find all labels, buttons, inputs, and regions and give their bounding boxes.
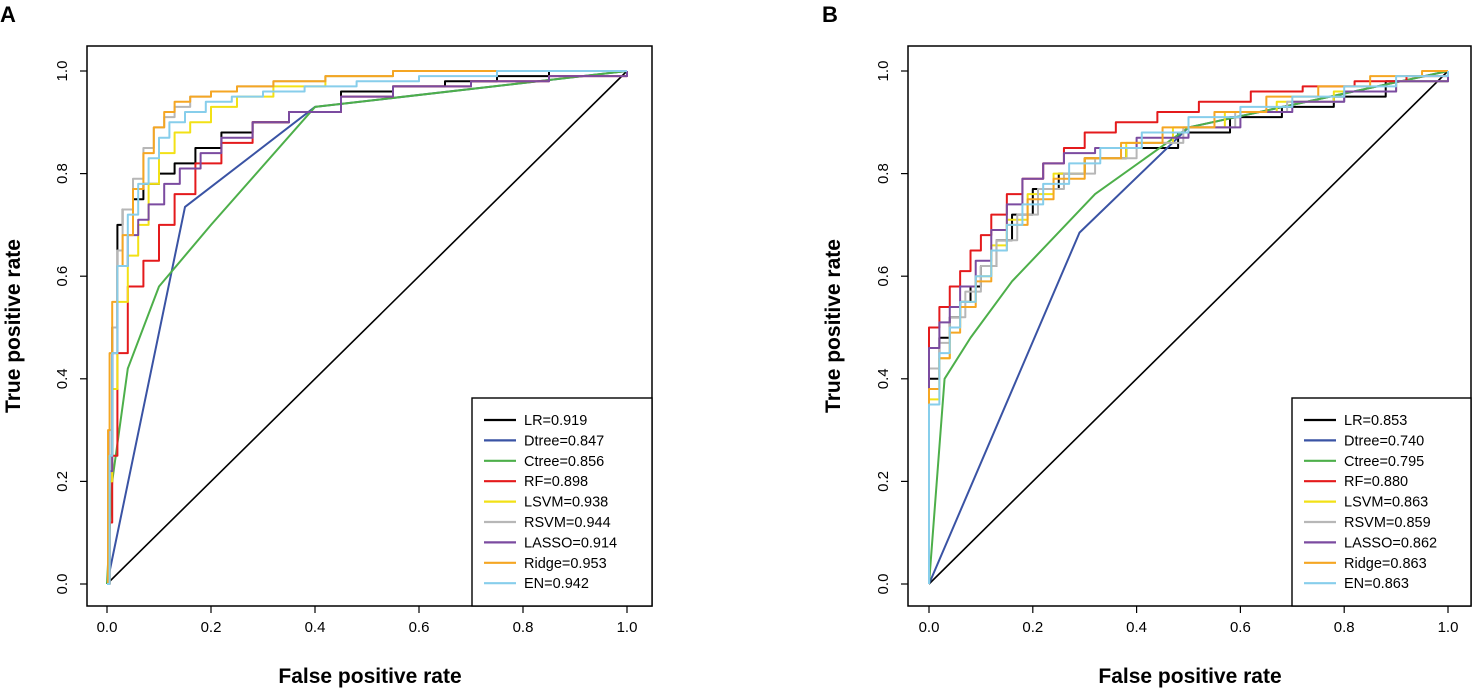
panel-a-series-en <box>107 70 627 585</box>
panel-a-series-ridge <box>107 70 627 585</box>
panel-a-ytick-label: 0.4 <box>54 368 71 389</box>
panel-a-ytick-label: 0.6 <box>54 266 71 287</box>
panel-b-ytick-label: 0.4 <box>875 368 892 389</box>
panel-b-legend: LR=0.853 Dtree=0.740 Ctree=0.795 RF=0.880 LS… <box>1291 397 1472 607</box>
panel-a: A 0.0 0.2 0.4 0.6 0.8 1.0 0.0 0.2 0.4 0.6 0.8 1.0 L… <box>0 2 653 688</box>
panel-b-xtick-label: 0.0 <box>919 619 940 636</box>
panel-b-legend-label-ctree: Ctree=0.795 <box>1344 454 1424 470</box>
panel-a-ticks: 0.0 0.2 0.4 0.6 0.8 1.0 0.0 0.2 0.4 0.6 0.8 1.0 <box>54 61 637 636</box>
panel-b-series-lasso <box>928 71 1449 584</box>
panel-b-ytick-label: 0.2 <box>875 471 892 492</box>
panel-b-legend-label-lr: LR=0.853 <box>1344 413 1407 429</box>
panel-a-letter: A <box>0 2 16 27</box>
panel-a-xtick-label: 0.8 <box>513 619 534 636</box>
panel-a-legend: LR=0.919 Dtree=0.847 Ctree=0.856 RF=0.898 LS… <box>471 397 653 607</box>
panel-a-ylabel: True positive rate <box>2 239 25 413</box>
panel-a-xtick-label: 0.2 <box>201 619 222 636</box>
panel-b-legend-label-lasso: LASSO=0.862 <box>1344 535 1437 551</box>
panel-b-legend-label-lsvm: LSVM=0.863 <box>1344 495 1428 511</box>
panel-b-ylabel: True positive rate <box>822 239 845 413</box>
panel-b-xlabel: False positive rate <box>1098 665 1281 688</box>
panel-a-legend-label-ctree: Ctree=0.856 <box>524 454 604 470</box>
panel-b-legend-label-rf: RF=0.880 <box>1344 474 1408 490</box>
panel-b-series-en <box>928 71 1449 584</box>
panel-b-xtick-label: 0.8 <box>1334 619 1355 636</box>
panel-a-series <box>106 70 628 585</box>
panel-a-legend-label-dtree: Dtree=0.847 <box>524 433 604 449</box>
panel-a-ytick-label: 0.2 <box>54 471 71 492</box>
panel-b: B 0.0 0.2 0.4 0.6 0.8 1.0 0.0 0.2 0.4 0.6 0.8 1.0 L… <box>822 2 1472 688</box>
panel-a-xtick-label: 0.4 <box>305 619 326 636</box>
panel-b-ytick-label: 0.0 <box>875 574 892 595</box>
panel-b-series-ridge <box>928 70 1448 584</box>
panel-a-xlabel: False positive rate <box>278 665 461 688</box>
panel-a-xtick-label: 0.0 <box>97 619 118 636</box>
panel-a-ytick-label: 0.0 <box>54 574 71 595</box>
panel-b-xtick-label: 0.2 <box>1022 619 1043 636</box>
panel-a-diagonal <box>106 70 628 585</box>
panel-b-diagonal <box>928 70 1449 585</box>
panel-b-xtick-label: 1.0 <box>1438 619 1459 636</box>
panel-b-legend-label-rsvm: RSVM=0.859 <box>1344 515 1431 531</box>
panel-b-legend-label-dtree: Dtree=0.740 <box>1344 433 1424 449</box>
panel-b-legend-label-en: EN=0.863 <box>1344 576 1409 592</box>
panel-b-ytick-label: 0.6 <box>875 266 892 287</box>
panel-a-legend-label-en: EN=0.942 <box>524 576 589 592</box>
panel-b-plot-frame <box>907 45 1472 607</box>
panel-a-legend-label-ridge: Ridge=0.953 <box>524 556 607 572</box>
panel-a-ytick-label: 1.0 <box>54 61 71 82</box>
panel-b-ytick-label: 0.8 <box>875 163 892 184</box>
panel-b-ytick-label: 1.0 <box>875 61 892 82</box>
panel-b-letter: B <box>822 2 838 27</box>
panel-a-legend-label-lr: LR=0.919 <box>524 413 587 429</box>
panel-a-legend-label-rf: RF=0.898 <box>524 474 588 490</box>
panel-a-legend-label-rsvm: RSVM=0.944 <box>524 515 611 531</box>
panel-b-xtick-label: 0.6 <box>1230 619 1251 636</box>
panel-a-plot-frame <box>86 45 653 607</box>
panel-b-ticks: 0.0 0.2 0.4 0.6 0.8 1.0 0.0 0.2 0.4 0.6 0.8 1.0 <box>875 61 1458 636</box>
panel-b-xtick-label: 0.4 <box>1126 619 1147 636</box>
panel-a-ytick-label: 0.8 <box>54 163 71 184</box>
panel-a-xtick-label: 0.6 <box>409 619 430 636</box>
panel-b-legend-label-ridge: Ridge=0.863 <box>1344 556 1427 572</box>
panel-a-legend-label-lasso: LASSO=0.914 <box>524 535 617 551</box>
panel-a-legend-label-lsvm: LSVM=0.938 <box>524 495 608 511</box>
panel-b-series <box>928 70 1449 585</box>
panel-a-xtick-label: 1.0 <box>617 619 638 636</box>
